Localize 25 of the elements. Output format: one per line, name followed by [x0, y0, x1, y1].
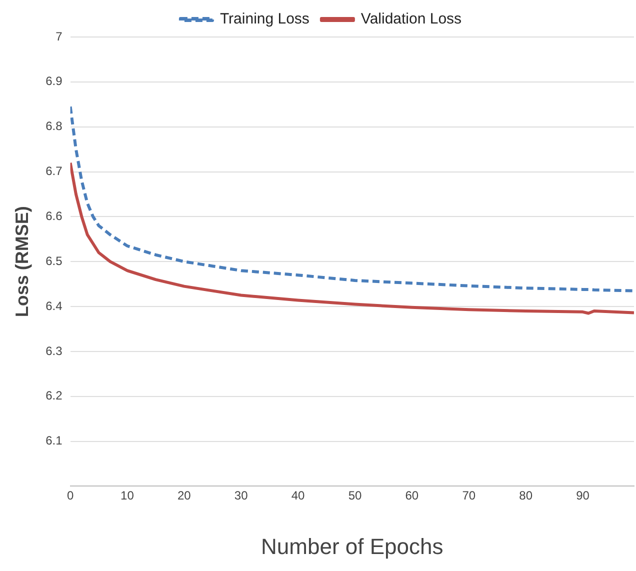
x-tick-label: 50: [348, 488, 362, 503]
x-tick-label: 80: [519, 488, 533, 503]
y-tick-label: 6.3: [46, 344, 63, 358]
x-tick-label: 90: [576, 488, 590, 503]
y-tick-label: 6.5: [46, 254, 63, 268]
x-tick-label: 10: [120, 488, 134, 503]
y-tick-label: 6.8: [46, 119, 63, 134]
y-tick-label: 7: [56, 29, 63, 44]
y-tick-label: 6.1: [46, 434, 63, 448]
x-tick-label: 0: [66, 488, 74, 503]
line-series: [70, 105, 634, 292]
x-axis-title: Number of Epochs: [261, 534, 444, 559]
x-tick-label: 60: [405, 488, 419, 503]
legend-label: Validation Loss: [360, 10, 462, 28]
legend-label: Training Loss: [220, 10, 310, 28]
y-tick-label: 6.6: [46, 208, 63, 223]
y-tick-label: 6.2: [46, 388, 63, 403]
y-tick-label: 6.9: [46, 74, 63, 88]
y-axis-title: Loss (RMSE): [12, 206, 32, 318]
x-tick-label: 30: [234, 488, 248, 503]
x-tick-label: 40: [291, 488, 306, 503]
x-tick-label: 20: [177, 488, 192, 503]
x-tick-label: 70: [462, 488, 476, 503]
y-tick-label: 6.4: [46, 298, 63, 313]
y-tick-label: 6.7: [46, 164, 63, 178]
